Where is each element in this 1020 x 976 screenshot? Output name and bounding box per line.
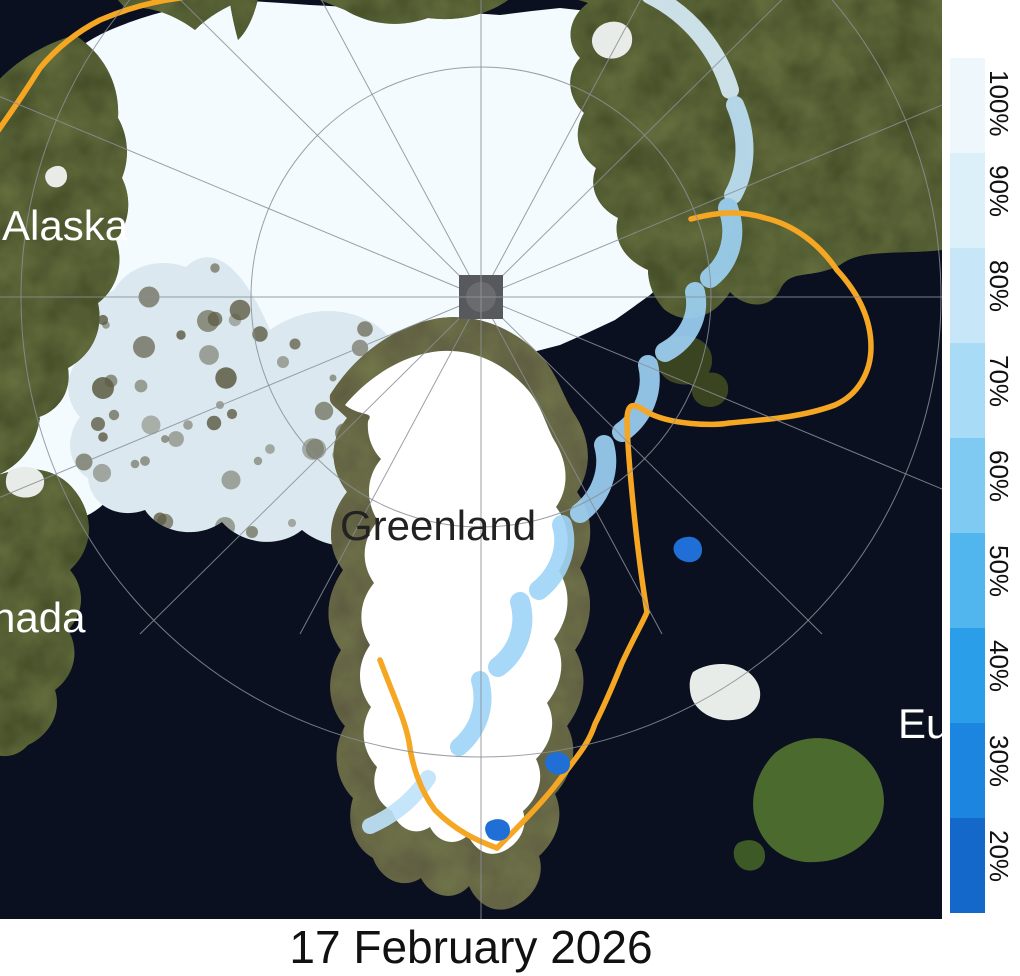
svg-text:70%: 70% bbox=[984, 355, 1014, 407]
svg-text:90%: 90% bbox=[984, 165, 1014, 217]
svg-text:Eu: Eu bbox=[898, 700, 942, 747]
svg-text:100%: 100% bbox=[984, 70, 1014, 137]
svg-text:80%: 80% bbox=[984, 260, 1014, 312]
svg-text:40%: 40% bbox=[984, 640, 1014, 692]
svg-text:20%: 20% bbox=[984, 830, 1014, 882]
svg-text:Alaska: Alaska bbox=[2, 202, 129, 249]
svg-text:nada: nada bbox=[0, 594, 86, 641]
svg-text:30%: 30% bbox=[984, 735, 1014, 787]
svg-text:50%: 50% bbox=[984, 545, 1014, 597]
svg-text:Greenland: Greenland bbox=[340, 502, 536, 549]
svg-text:60%: 60% bbox=[984, 450, 1014, 502]
